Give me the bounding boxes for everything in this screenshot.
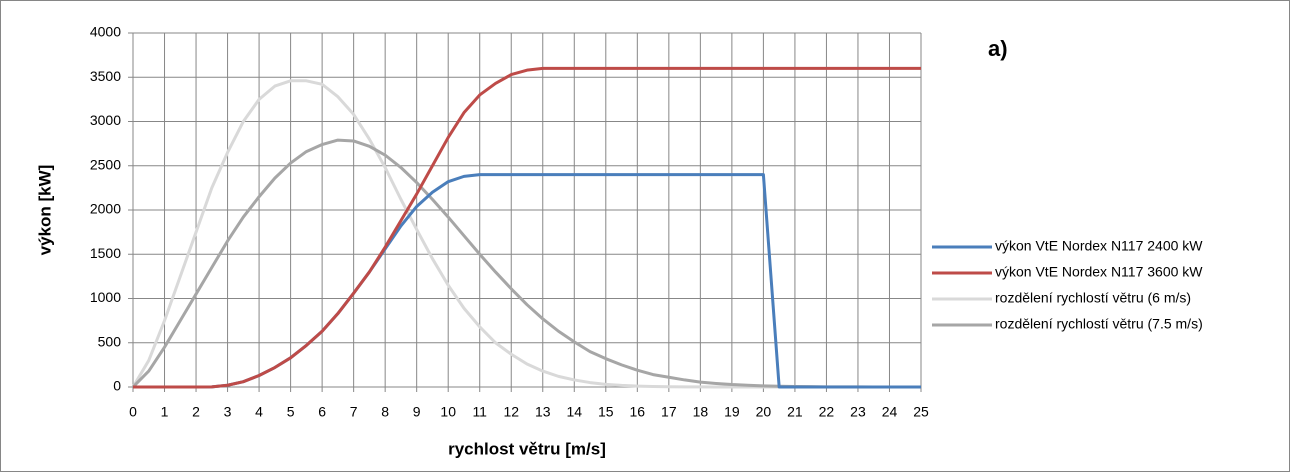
y-axis-title: výkon [kW] xyxy=(35,165,54,256)
y-tick-label: 3000 xyxy=(90,112,121,128)
x-tick-label: 21 xyxy=(787,404,803,420)
y-tick-label: 0 xyxy=(113,378,121,394)
x-tick-label: 25 xyxy=(913,404,929,420)
x-tick-label: 0 xyxy=(129,404,137,420)
x-tick-label: 8 xyxy=(381,404,389,420)
x-tick-label: 22 xyxy=(819,404,835,420)
x-tick-label: 4 xyxy=(255,404,263,420)
x-tick-label: 24 xyxy=(882,404,898,420)
x-tick-label: 2 xyxy=(192,404,200,420)
x-tick-label: 16 xyxy=(630,404,646,420)
legend-label: výkon VtE Nordex N117 2400 kW xyxy=(995,238,1203,254)
x-tick-label: 5 xyxy=(287,404,295,420)
legend-label: rozdělení rychlostí větru (6 m/s) xyxy=(995,290,1191,306)
y-tick-label: 1500 xyxy=(90,245,121,261)
x-axis-title: rychlost větru [m/s] xyxy=(448,439,606,458)
annotation: a) xyxy=(988,36,1008,61)
x-tick-label: 1 xyxy=(161,404,169,420)
x-tick-label: 9 xyxy=(413,404,421,420)
x-tick-label: 6 xyxy=(318,404,326,420)
x-tick-label: 15 xyxy=(598,404,614,420)
x-tick-label: 3 xyxy=(224,404,232,420)
series-line xyxy=(133,66,921,389)
y-tick-label: 2000 xyxy=(90,201,121,217)
x-tick-label: 12 xyxy=(503,404,519,420)
x-tick-label: 23 xyxy=(850,404,866,420)
y-tick-label: 500 xyxy=(98,333,122,349)
x-tick-label: 14 xyxy=(566,404,582,420)
x-tick-label: 11 xyxy=(472,404,487,420)
x-tick-label: 18 xyxy=(693,404,709,420)
y-tick-label: 2500 xyxy=(90,156,121,172)
legend-label: rozdělení rychlostí větru (7.5 m/s) xyxy=(995,316,1203,332)
x-tick-label: 7 xyxy=(350,404,358,420)
x-tick-label: 17 xyxy=(661,404,677,420)
y-tick-label: 1000 xyxy=(90,289,121,305)
y-tick-label: 4000 xyxy=(90,24,121,40)
legend-label: výkon VtE Nordex N117 3600 kW xyxy=(995,264,1203,280)
x-tick-label: 19 xyxy=(724,404,740,420)
y-tick-label: 3500 xyxy=(90,68,121,84)
x-tick-label: 20 xyxy=(756,404,772,420)
x-tick-label: 13 xyxy=(535,404,551,420)
x-tick-label: 10 xyxy=(440,404,456,420)
